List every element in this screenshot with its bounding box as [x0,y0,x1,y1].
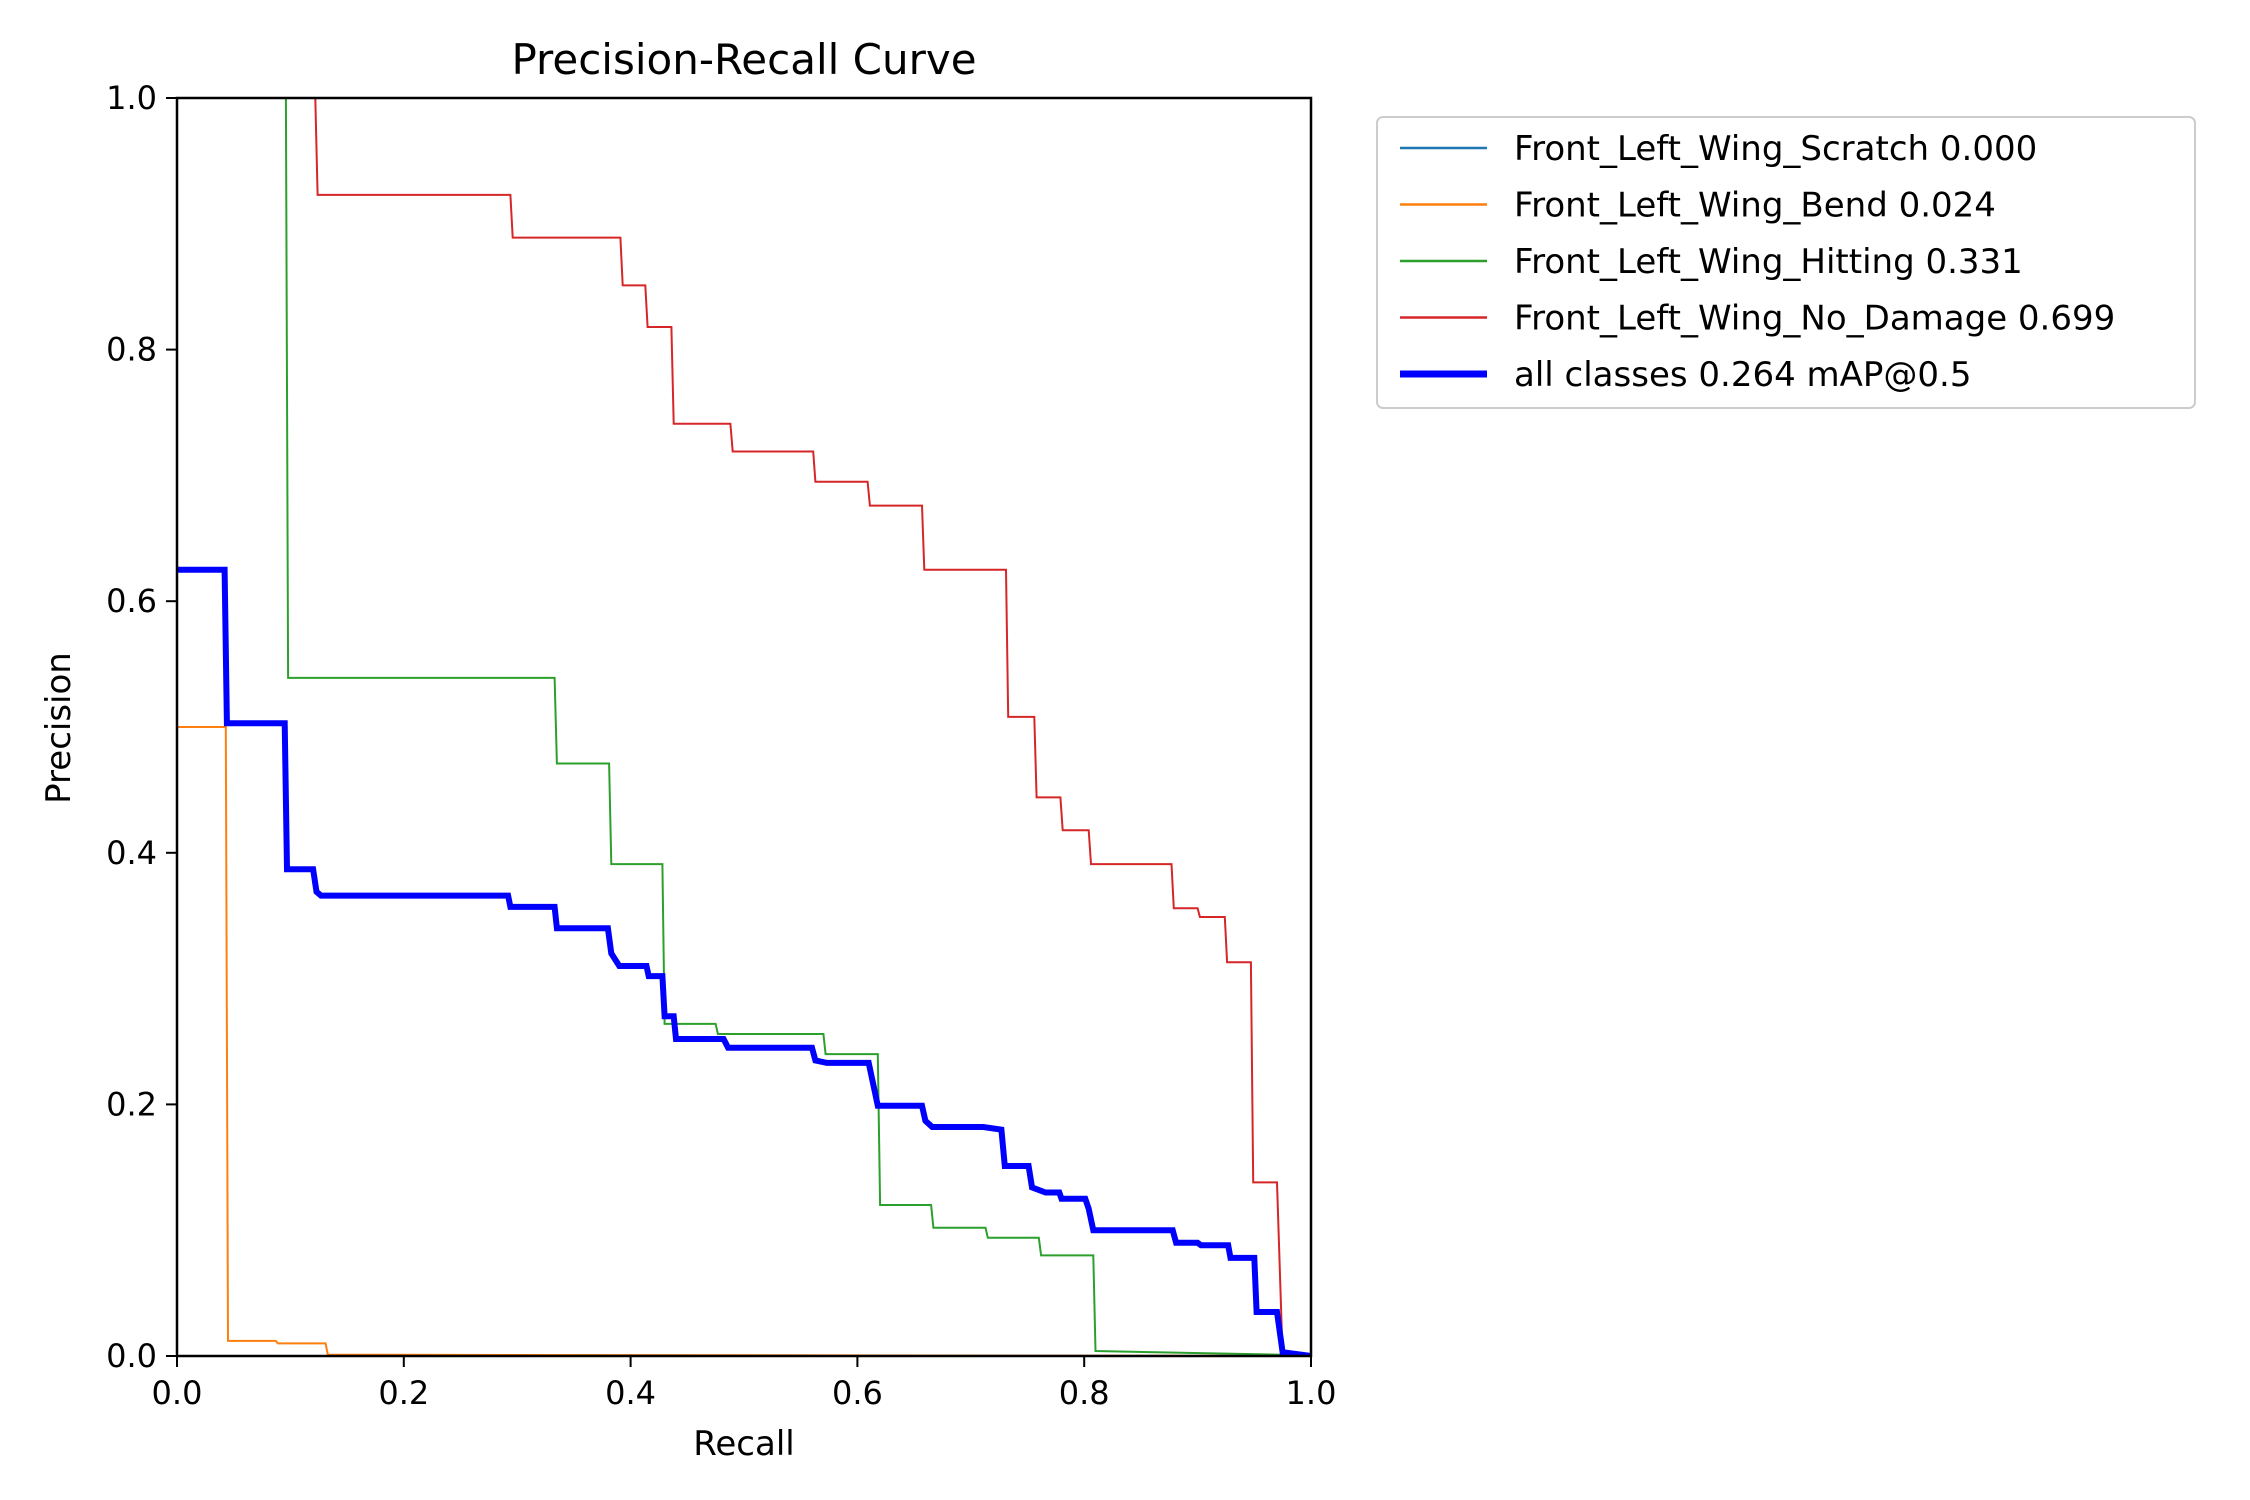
series-line-all-classes-0-264-map-0-5 [177,566,1312,1357]
y-axis-label: Precision [39,652,79,804]
chart-title: Precision-Recall Curve [511,35,976,84]
legend-label-front-left-wing-scratch-0-000: Front_Left_Wing_Scratch 0.000 [1514,129,2037,169]
legend-items: Front_Left_Wing_Scratch 0.000 Front_Left_… [1400,129,2115,395]
legend: Front_Left_Wing_Scratch 0.000 Front_Left_… [1376,116,2196,409]
series-line-front-left-wing-bend-0-024 [177,726,1312,1357]
legend-label-front-left-wing-hitting-0-331: Front_Left_Wing_Hitting 0.331 [1514,242,2023,282]
plot-area [175,96,1313,1358]
x-tick-label: 0.6 [832,1374,883,1412]
x-axis-ticks: 0.0 0.2 0.4 0.6 0.8 1.0 [152,1356,1337,1412]
series-line-front-left-wing-hitting-0-331 [284,97,1312,1357]
x-tick-label: 0.2 [378,1374,429,1412]
x-tick-label: 0.8 [1059,1374,1110,1412]
y-tick-label: 0.2 [106,1085,157,1123]
x-tick-label: 1.0 [1286,1374,1337,1412]
plot-frame [175,96,1313,1358]
plot-background [176,98,1310,1356]
y-tick-label: 0.4 [106,834,157,872]
legend-label-all-classes-0-264-map-0-5: all classes 0.264 mAP@0.5 [1514,355,1971,395]
series-line-front-left-wing-no-damage-0-699 [314,97,1311,1357]
y-tick-label: 0.6 [106,582,157,620]
y-tick-label: 1.0 [106,79,157,117]
legend-label-front-left-wing-bend-0-024: Front_Left_Wing_Bend 0.024 [1514,186,1996,226]
x-axis-label: Recall [693,1424,794,1464]
legend-label-front-left-wing-no-damage-0-699: Front_Left_Wing_No_Damage 0.699 [1514,299,2115,339]
y-tick-label: 0.0 [106,1337,157,1375]
y-axis-ticks: 0.0 0.2 0.4 0.6 0.8 1.0 [106,79,177,1375]
x-tick-label: 0.0 [152,1374,203,1412]
legend-frame [1376,116,2196,409]
x-tick-label: 0.4 [605,1374,656,1412]
y-tick-label: 0.8 [106,331,157,369]
